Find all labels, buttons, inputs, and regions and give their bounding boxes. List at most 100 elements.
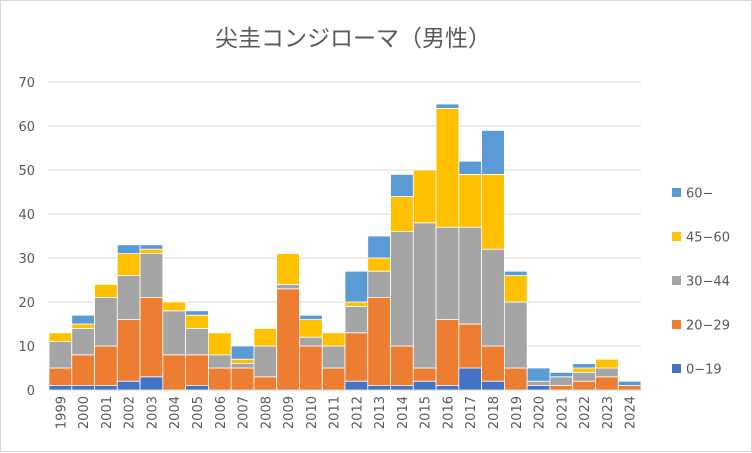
bar-segment — [367, 297, 391, 387]
y-tick-label: 50 — [18, 164, 35, 179]
bar-segment — [139, 244, 164, 250]
bar-segment — [412, 169, 437, 224]
bar-segment — [390, 345, 414, 386]
bar-segment — [503, 270, 528, 277]
axes: 0 10 20 30 40 50 60 70 1999 2000 2001 2002 2003 2004 2… — [18, 76, 641, 429]
bar-segment — [458, 367, 483, 391]
bar-segment — [390, 231, 414, 347]
bar-segment — [367, 385, 391, 391]
bar-segment — [253, 327, 278, 347]
x-tick-label: 2006 — [214, 396, 229, 429]
bar-segment — [390, 173, 414, 197]
bar-segment — [94, 345, 118, 386]
bar-segment — [185, 310, 209, 316]
bar-segment — [572, 380, 596, 391]
bar-segment — [503, 301, 528, 369]
bar-segment — [481, 345, 505, 382]
bar-segment — [139, 376, 164, 391]
bar-segment — [116, 253, 141, 277]
legend-swatch — [672, 276, 681, 285]
bar-segment — [503, 367, 528, 391]
bar-segment — [299, 336, 323, 347]
bar-segment — [276, 288, 300, 391]
bar-segment — [139, 248, 164, 254]
bar-segment — [48, 341, 73, 369]
bar-segment — [207, 354, 232, 369]
legend-label: 60− — [686, 187, 713, 202]
legend-label: 30−44 — [686, 275, 730, 290]
bar-segment — [162, 301, 187, 312]
bar-segment — [207, 332, 232, 356]
bar-segment — [116, 244, 141, 255]
bar-segment — [458, 160, 483, 175]
bar-segment — [71, 354, 95, 386]
legend-label: 45−60 — [686, 231, 730, 246]
x-tick-label: 2024 — [624, 396, 639, 429]
bar-segment — [48, 385, 73, 391]
bar-segment — [162, 310, 187, 356]
bar-segment — [139, 297, 164, 378]
bar-segment — [116, 380, 141, 391]
x-tick-label: 2018 — [487, 396, 502, 429]
y-tick-label: 10 — [18, 340, 35, 355]
bar-segment — [207, 367, 232, 391]
bar-segment — [435, 385, 460, 391]
bar-segment — [549, 371, 574, 378]
legend-swatch — [672, 188, 681, 197]
bar-segment — [595, 376, 619, 391]
y-tick-label: 20 — [18, 296, 35, 311]
x-tick-label: 2001 — [100, 396, 115, 429]
bar-segment — [276, 253, 300, 285]
x-tick-label: 2014 — [396, 396, 411, 429]
bar-segment — [71, 327, 95, 356]
x-tick-label: 2017 — [464, 396, 479, 429]
bar-segment — [253, 345, 278, 378]
bar-segment — [412, 222, 437, 369]
bar-segment — [344, 270, 369, 303]
bar-segment — [230, 363, 255, 369]
bar-segment — [503, 275, 528, 303]
bar-segment — [390, 385, 414, 391]
bar-segment — [458, 173, 483, 228]
y-tick-label: 0 — [27, 384, 35, 399]
x-tick-label: 2016 — [441, 396, 456, 429]
bar-segment — [48, 367, 73, 387]
bar-segment — [572, 371, 596, 382]
bar-segment — [48, 332, 73, 342]
legend-label: 20−29 — [686, 319, 730, 334]
x-tick-label: 2008 — [259, 396, 274, 429]
x-tick-label: 2004 — [168, 396, 183, 429]
y-tick-label: 60 — [18, 120, 35, 135]
bar-segment — [299, 345, 323, 391]
bar-segment — [390, 195, 414, 232]
bar-segment — [344, 380, 369, 391]
bar-segment — [185, 327, 209, 356]
bar-segment — [617, 380, 642, 387]
bar-segment — [185, 314, 209, 329]
x-tick-label: 2020 — [533, 396, 548, 429]
bar-segment — [230, 367, 255, 391]
bar-segment — [139, 253, 164, 299]
bar-segment — [185, 354, 209, 386]
bar-segment — [526, 367, 551, 382]
x-tick-label: 2012 — [350, 396, 365, 429]
bar-segment — [412, 367, 437, 382]
bar-segment — [367, 235, 391, 259]
bar-segment — [116, 319, 141, 382]
bar-segment — [412, 380, 437, 391]
bar-segment — [299, 314, 323, 321]
bar-segment — [481, 129, 505, 175]
x-tick-label: 2023 — [601, 396, 616, 429]
bar-segment — [526, 380, 551, 387]
x-tick-label: 2022 — [578, 396, 593, 429]
y-tick-label: 40 — [18, 208, 35, 223]
x-tick-label: 2005 — [191, 396, 206, 429]
x-tick-label: 2009 — [282, 396, 297, 429]
y-tick-label: 30 — [18, 252, 35, 267]
bar-segment — [344, 332, 369, 382]
bar-segment — [595, 358, 619, 369]
x-tick-label: 1999 — [54, 396, 69, 429]
bar-segment — [94, 283, 118, 298]
bar-segment — [481, 173, 505, 250]
